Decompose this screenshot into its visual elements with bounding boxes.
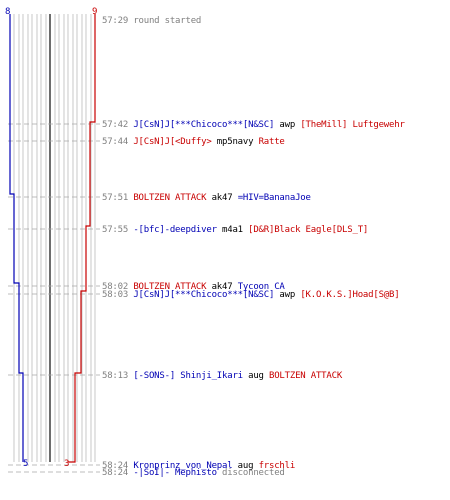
event-time: 58:24 [102, 461, 134, 471]
event-guide-lines [8, 123, 100, 473]
event-row: 57:51 BOLTZEN ATTACK ak47 =HIV=BananaJoe [102, 193, 311, 203]
event-weapon: aug [242, 371, 269, 381]
event-time: 57:42 [102, 120, 134, 130]
event-player: [D&R]Black Eagle[DLS_T] [248, 225, 369, 235]
blue-end-count: 5 [23, 459, 29, 469]
event-player: Kronprinz_von_Nepal [133, 461, 233, 471]
event-player: Tycoon CA [237, 282, 285, 292]
event-time: 58:03 [102, 290, 134, 300]
event-time: 57:44 [102, 137, 134, 147]
event-row: 57:29 round started [102, 16, 201, 26]
event-player: [TheMill] Luftgewehr [300, 120, 405, 130]
event-time: 57:29 [102, 16, 134, 26]
event-row: 58:24 -|SoI|- Mephisto disconnected [102, 468, 285, 478]
event-player: -|SoI|- Mephisto [133, 468, 217, 478]
event-row: 58:03 J[CsN]J[***Chicoco***[N&SC] awp [K… [102, 290, 400, 300]
event-time: 58:24 [102, 468, 134, 478]
event-player: [K.O.K.S.]Hoad[S@B] [300, 290, 400, 300]
blue-start-count: 8 [5, 7, 11, 17]
blue-team-alive-line [9, 14, 24, 462]
event-player: J[CsN]J[***Chicoco***[N&SC] [133, 290, 275, 300]
event-row: 58:24 Kronprinz_von_Nepal aug frschli [102, 461, 295, 471]
event-player: BOLTZEN ATTACK [133, 282, 207, 292]
event-player: [-SONS-] Shinji_Ikari [133, 371, 243, 381]
event-player: BOLTZEN ATTACK [269, 371, 343, 381]
event-row: 57:44 J[CsN]J[<Duffy> mp5navy Ratte [102, 137, 285, 147]
event-weapon: ak47 [206, 193, 238, 203]
event-text: round started [133, 16, 202, 26]
event-row: 58:13 [-SONS-] Shinji_Ikari aug BOLTZEN … [102, 371, 342, 381]
event-row: 57:42 J[CsN]J[***Chicoco***[N&SC] awp [T… [102, 120, 405, 130]
player-slot-gridlines [13, 14, 96, 462]
event-player: J[CsN]J[***Chicoco***[N&SC] [133, 120, 275, 130]
event-weapon: mp5navy [211, 137, 259, 147]
event-text: disconnected [216, 468, 285, 478]
event-time: 57:55 [102, 225, 134, 235]
event-row: 58:02 BOLTZEN ATTACK ak47 Tycoon CA [102, 282, 285, 292]
event-player: =HIV=BananaJoe [237, 193, 311, 203]
red-team-alive-line [68, 14, 96, 463]
event-weapon: awp [274, 290, 301, 300]
event-player: Ratte [258, 137, 285, 147]
red-start-count: 9 [92, 7, 98, 17]
event-player: frschli [258, 461, 296, 471]
event-player: J[CsN]J[<Duffy> [133, 137, 212, 147]
event-weapon: ak47 [206, 282, 238, 292]
event-time: 57:51 [102, 193, 134, 203]
red-end-count: 3 [64, 459, 70, 469]
event-time: 58:02 [102, 282, 134, 292]
event-weapon: awp [274, 120, 301, 130]
event-player: -[bfc]-deepdiver [133, 225, 217, 235]
event-weapon: aug [232, 461, 259, 471]
event-row: 57:55 -[bfc]-deepdiver m4a1 [D&R]Black E… [102, 225, 368, 235]
event-time: 58:13 [102, 371, 134, 381]
event-weapon: m4a1 [216, 225, 249, 235]
event-player: BOLTZEN ATTACK [133, 193, 207, 203]
